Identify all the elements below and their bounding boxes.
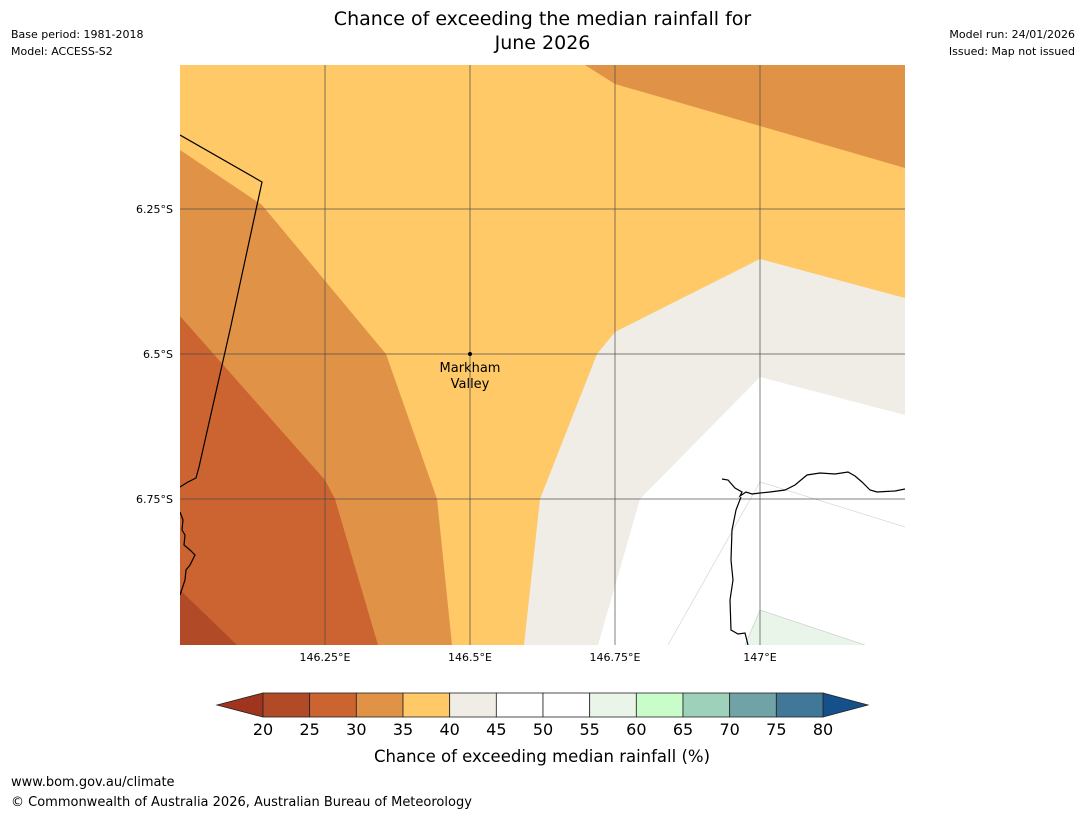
place-marker[interactable] <box>468 352 472 356</box>
base-period: Base period: 1981-2018 <box>11 28 144 41</box>
colorbar-tick-label: 45 <box>486 720 506 739</box>
lon-tick-label: 146.5°E <box>448 651 492 664</box>
colorbar-tick-label: 35 <box>393 720 413 739</box>
colorbar-tick-label: 65 <box>673 720 693 739</box>
colorbar-tick-label: 70 <box>719 720 739 739</box>
colorbar-tick-label: 55 <box>579 720 599 739</box>
footer-url[interactable]: www.bom.gov.au/climate <box>11 775 175 790</box>
lat-tick-label: 6.75°S <box>136 493 173 506</box>
coastlines <box>180 134 905 645</box>
colorbar-segment <box>635 692 684 718</box>
colorbar-tick-label: 40 <box>439 720 459 739</box>
colorbar-tick-label: 50 <box>533 720 553 739</box>
colorbar-segment <box>449 692 497 718</box>
lat-tick-label: 6.5°S <box>143 348 173 361</box>
colorbar-tick-label: 75 <box>766 720 786 739</box>
colorbar-tick-label: 60 <box>626 720 646 739</box>
colorbar-segment <box>355 692 404 718</box>
footer-copyright: © Commonwealth of Australia 2026, Austra… <box>11 795 472 810</box>
lon-tick-label: 146.25°E <box>300 651 351 664</box>
model-info: Base period: 1981-2018 Model: ACCESS-S2 <box>11 26 143 60</box>
region-20-25 <box>180 590 237 645</box>
colorbar-segment <box>495 692 544 718</box>
run-info: Model run: 24/01/2026 Issued: Map not is… <box>949 26 1075 60</box>
coastline-east <box>729 496 749 645</box>
colorbar-tick-label: 20 <box>253 720 273 739</box>
province-boundary-line <box>180 134 263 488</box>
colorbar-under-arrow <box>215 692 264 718</box>
model-run: Model run: 24/01/2026 <box>949 28 1075 41</box>
colorbar-segment <box>729 692 777 718</box>
colorbar-tick-label: 30 <box>346 720 366 739</box>
colorbar-segment <box>402 692 451 718</box>
region-25-30 <box>180 316 378 645</box>
lon-tick-label: 146.75°E <box>590 651 641 664</box>
issued-status: Issued: Map not issued <box>948 45 1075 58</box>
place-label-line-1: Markham <box>440 361 501 376</box>
title-line-1: Chance of exceeding the median rainfall … <box>333 8 752 30</box>
lat-tick-label: 6.25°S <box>136 203 173 216</box>
colorbar: 20 25 30 35 40 45 50 55 60 65 70 75 80 Chance of exc… <box>215 692 870 766</box>
lon-tick-label: 147°E <box>743 651 776 664</box>
colorbar-tick-label: 25 <box>299 720 319 739</box>
place-label-line-2: Valley <box>451 377 490 392</box>
colorbar-tick-labels: 20 25 30 35 40 45 50 55 60 65 70 75 80 <box>253 720 833 739</box>
colorbar-segment <box>542 692 591 718</box>
coastline-huon-gulf <box>721 471 905 498</box>
colorbar-segments <box>262 692 824 718</box>
colorbar-title: Chance of exceeding median rainfall (%) <box>374 747 710 766</box>
colorbar-segment <box>589 692 637 718</box>
region-45-55 <box>598 377 905 645</box>
colorbar-segment <box>775 692 824 718</box>
colorbar-over-arrow <box>822 692 870 718</box>
region-55-60 <box>745 610 865 645</box>
model-name: Model: ACCESS-S2 <box>11 45 113 58</box>
colorbar-segment <box>309 692 357 718</box>
colorbar-tick-label: 80 <box>813 720 833 739</box>
title-line-2: June 2026 <box>494 32 591 54</box>
coastline-west <box>180 511 196 596</box>
region-30-35-northeast <box>585 65 905 168</box>
map-title: Chance of exceeding the median rainfall … <box>0 7 1085 55</box>
colorbar-segment <box>262 692 311 718</box>
map-plot-area: Markham Valley <box>180 65 905 645</box>
colorbar-segment <box>682 692 731 718</box>
